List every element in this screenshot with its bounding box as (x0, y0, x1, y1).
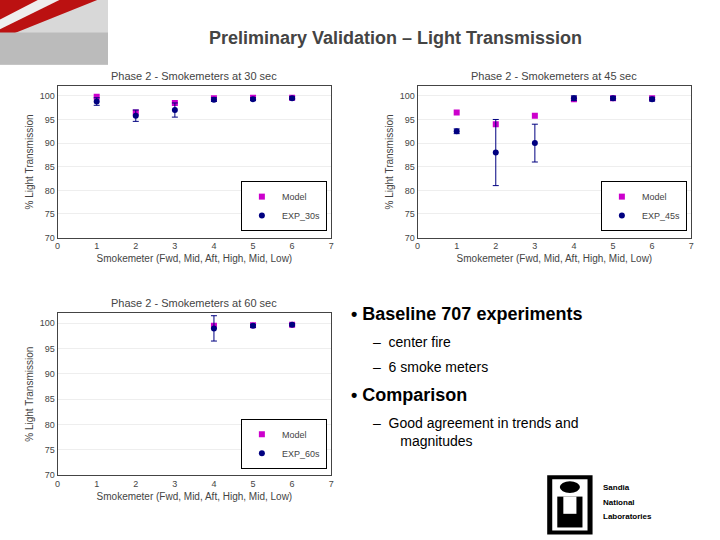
svg-text:95: 95 (45, 115, 55, 125)
svg-text:2: 2 (133, 479, 138, 489)
svg-text:4: 4 (211, 479, 216, 489)
svg-text:3: 3 (172, 479, 177, 489)
svg-text:% Light Transmission: % Light Transmission (24, 347, 35, 442)
svg-text:Preliminary Validation – Light: Preliminary Validation – Light Transmiss… (209, 28, 582, 48)
svg-text:5: 5 (611, 241, 616, 251)
svg-text:90: 90 (45, 138, 55, 148)
svg-text:– 6 smoke meters: – 6 smoke meters (373, 359, 488, 375)
svg-text:90: 90 (405, 138, 415, 148)
svg-text:Model: Model (282, 192, 307, 202)
svg-text:0: 0 (55, 479, 60, 489)
svg-text:7: 7 (689, 241, 694, 251)
svg-text:75: 75 (45, 445, 55, 455)
svg-text:• Comparison: • Comparison (351, 385, 467, 405)
svg-text:5: 5 (251, 241, 256, 251)
svg-text:• Baseline 707 experiments: • Baseline 707 experiments (351, 304, 582, 324)
svg-text:– center fire: – center fire (373, 334, 451, 350)
svg-text:85: 85 (405, 162, 415, 172)
svg-text:6: 6 (650, 241, 655, 251)
svg-text:0: 0 (415, 241, 420, 251)
svg-text:% Light Transmission: % Light Transmission (384, 114, 395, 209)
svg-text:– Good agreement in trends an: – Good agreement in trends and magnitude… (373, 415, 578, 449)
svg-text:Sandia: Sandia (603, 483, 630, 492)
svg-text:0: 0 (55, 241, 60, 251)
svg-text:1: 1 (94, 479, 99, 489)
svg-text:2: 2 (133, 241, 138, 251)
svg-text:1: 1 (454, 241, 459, 251)
svg-text:100: 100 (40, 318, 55, 328)
svg-text:Smokemeter (Fwd, Mid, Aft, Hig: Smokemeter (Fwd, Mid, Aft, High, Mid, Lo… (97, 253, 293, 264)
svg-text:Phase 2 - Smokemeters at 30 se: Phase 2 - Smokemeters at 30 sec (111, 70, 277, 82)
svg-text:3: 3 (532, 241, 537, 251)
svg-text:6: 6 (290, 241, 295, 251)
svg-text:% Light Transmission: % Light Transmission (24, 114, 35, 209)
svg-text:4: 4 (211, 241, 216, 251)
svg-text:70: 70 (45, 470, 55, 480)
svg-text:70: 70 (405, 233, 415, 243)
svg-text:85: 85 (45, 394, 55, 404)
svg-text:6: 6 (290, 479, 295, 489)
svg-text:95: 95 (405, 115, 415, 125)
svg-text:80: 80 (45, 420, 55, 430)
svg-text:EXP_45s: EXP_45s (642, 211, 680, 221)
svg-text:7: 7 (329, 479, 334, 489)
svg-text:Phase 2 - Smokemeters at 60 se: Phase 2 - Smokemeters at 60 sec (111, 297, 277, 309)
svg-text:100: 100 (40, 91, 55, 101)
svg-text:75: 75 (45, 209, 55, 219)
svg-text:80: 80 (45, 186, 55, 196)
svg-text:5: 5 (251, 479, 256, 489)
svg-text:Smokemeter (Fwd, Mid, Aft, Hig: Smokemeter (Fwd, Mid, Aft, High, Mid, Lo… (97, 491, 293, 502)
svg-text:1: 1 (94, 241, 99, 251)
svg-text:Laboratories: Laboratories (603, 512, 652, 521)
svg-text:95: 95 (45, 344, 55, 354)
svg-text:85: 85 (45, 162, 55, 172)
svg-text:4: 4 (571, 241, 576, 251)
svg-text:80: 80 (405, 186, 415, 196)
svg-text:Smokemeter (Fwd, Mid, Aft, Hig: Smokemeter (Fwd, Mid, Aft, High, Mid, Lo… (457, 253, 653, 264)
svg-text:Model: Model (282, 430, 307, 440)
svg-text:Phase 2 - Smokemeters at 45 se: Phase 2 - Smokemeters at 45 sec (471, 70, 637, 82)
svg-text:2: 2 (493, 241, 498, 251)
svg-text:100: 100 (400, 91, 415, 101)
svg-text:7: 7 (329, 241, 334, 251)
svg-text:EXP_30s: EXP_30s (282, 211, 320, 221)
svg-text:90: 90 (45, 369, 55, 379)
svg-text:75: 75 (405, 209, 415, 219)
svg-text:Model: Model (642, 192, 667, 202)
svg-text:EXP_60s: EXP_60s (282, 449, 320, 459)
svg-text:70: 70 (45, 233, 55, 243)
svg-text:3: 3 (172, 241, 177, 251)
svg-text:National: National (603, 498, 635, 507)
